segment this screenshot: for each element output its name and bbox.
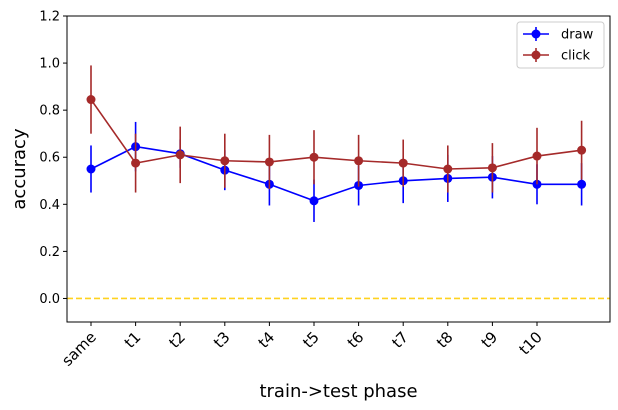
x-tick-label: t5 [299,328,323,352]
data-point [443,164,453,174]
data-point [86,164,96,174]
data-point [309,196,319,206]
data-point [264,157,274,167]
data-point [354,156,364,166]
x-tick-label: t1 [121,328,145,352]
x-tick-label: t3 [210,328,234,352]
series-click [86,65,587,193]
y-tick-label: 0.8 [39,104,60,119]
data-point [86,95,96,105]
x-tick-label: t9 [478,328,502,352]
x-axis-ticks: same t1 t2 t3 t4 t5 t6 t7 t8 t9 t10 [58,322,546,370]
x-axis-label: train->test phase [259,381,417,402]
legend-marker-draw [531,29,541,39]
x-tick-label: t4 [255,328,279,352]
x-tick-label: t2 [165,328,189,352]
plot-frame [66,15,611,323]
legend-label-click: click [561,49,591,64]
series-draw [86,121,587,222]
data-point [131,158,141,168]
data-point [175,150,185,160]
y-axis-label: accuracy [9,128,30,210]
x-tick-label: same [58,328,100,370]
y-tick-label: 0.6 [39,151,60,166]
legend: draw click [516,21,605,69]
x-tick-label: t6 [344,328,368,352]
data-point [309,152,319,162]
y-tick-label: 0.4 [39,198,60,213]
y-axis-ticks: 0.0 0.2 0.4 0.6 0.8 1.0 1.2 [39,10,67,307]
data-point [532,151,542,161]
legend-label-draw: draw [561,28,594,43]
legend-marker-click [531,50,541,60]
y-tick-label: 0.0 [39,292,60,307]
x-tick-label: t10 [515,328,545,358]
data-point [577,145,587,155]
series-layer [86,65,587,222]
x-tick-label: t8 [433,328,457,352]
series-line [90,99,582,170]
data-point [398,158,408,168]
x-tick-label: t7 [388,328,412,352]
y-tick-label: 1.2 [39,10,60,25]
data-point [220,156,230,166]
data-point [487,163,497,173]
y-tick-label: 0.2 [39,245,60,260]
data-point [577,179,587,189]
y-tick-label: 1.0 [39,57,60,72]
series-line [90,145,582,202]
